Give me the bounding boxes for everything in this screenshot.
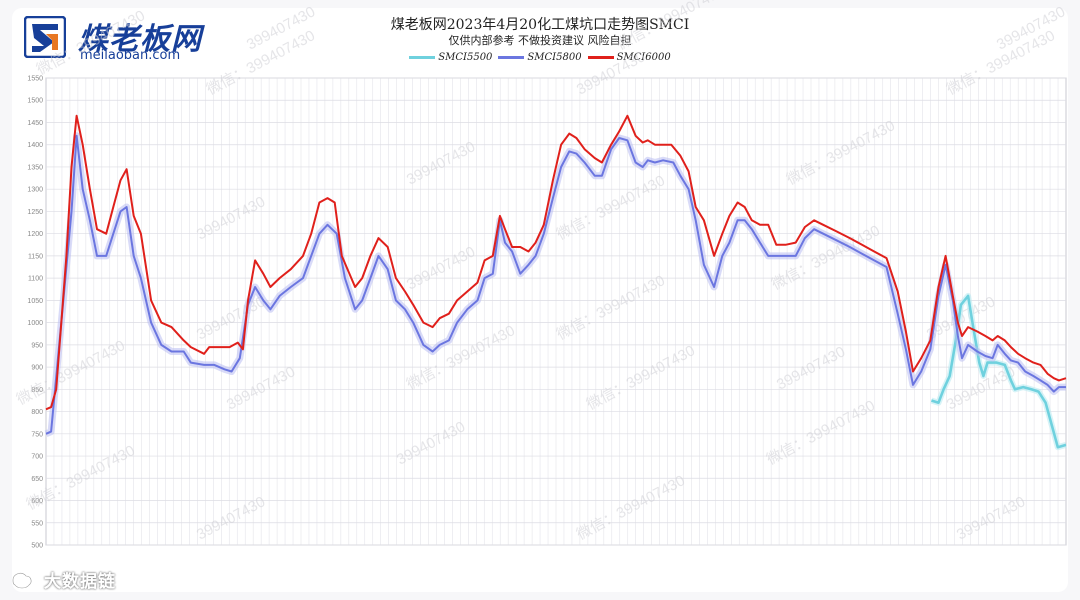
brand-logo[interactable]: 煤老板网 meilaoban.com xyxy=(18,12,238,63)
series-line-smci5800 xyxy=(45,134,1066,435)
footer-brand: 大数据链 xyxy=(10,567,130,595)
watermark-text: 微信：399407430 xyxy=(554,272,668,343)
legend-label-smci5500: SMCI5500 xyxy=(438,52,493,63)
y-tick-label: 1450 xyxy=(27,120,43,127)
watermark-text: 399407430 xyxy=(404,138,478,188)
watermark-text: 399407430 xyxy=(394,418,468,468)
watermark-text: 微信：399407430 xyxy=(554,172,668,243)
y-tick-label: 1400 xyxy=(27,142,43,149)
y-tick-label: 1250 xyxy=(27,209,43,216)
watermark-text: 399407430 xyxy=(194,293,268,343)
watermark-text: 微信：399407430 xyxy=(614,0,728,54)
y-tick-label: 1500 xyxy=(27,98,43,105)
chart-title: 煤老板网2023年4月20化工煤坑口走势图SMCI xyxy=(390,17,690,33)
y-tick-label: 1050 xyxy=(27,298,43,305)
y-tick-label: 950 xyxy=(31,342,43,349)
series-line-smci5500 xyxy=(931,294,1067,449)
series-line-smci6000 xyxy=(45,114,1067,411)
y-tick-label: 1350 xyxy=(27,164,43,171)
logo-mark-icon xyxy=(24,16,66,58)
footer-brand-text: 大数据链 xyxy=(44,572,116,592)
y-tick-label: 1300 xyxy=(27,187,43,194)
y-tick-label: 1000 xyxy=(27,320,43,327)
logo-domain: meilaoban.com xyxy=(80,48,181,63)
y-tick-label: 1100 xyxy=(28,276,43,283)
legend-label-smci5800: SMCI5800 xyxy=(527,52,582,63)
y-tick-label: 1200 xyxy=(27,231,43,238)
y-tick-label: 750 xyxy=(31,431,43,438)
legend-item-smci5800[interactable]: SMCI5800 xyxy=(498,52,582,63)
y-tick-label: 550 xyxy=(31,520,43,527)
footer-brand-icon xyxy=(11,572,33,590)
legend-swatch-smci6000 xyxy=(587,56,614,59)
watermark-text: 微信：399407430 xyxy=(34,7,148,78)
y-tick-label: 700 xyxy=(31,454,43,461)
legend-swatch-smci5800 xyxy=(498,56,525,59)
watermark-text: 微信：399407430 xyxy=(574,472,688,543)
y-tick-label: 1150 xyxy=(28,253,43,260)
y-tick-label: 500 xyxy=(31,543,43,550)
watermark-text: 399407430 xyxy=(404,243,478,293)
legend-swatch-smci5500 xyxy=(409,56,436,59)
legend: SMCI5500 SMCI5800 SMCI6000 xyxy=(0,52,1080,63)
chart-subtitle: 仅供内部参考 不做投资建议 风险自担 xyxy=(448,34,632,47)
y-tick-label: 900 xyxy=(31,365,43,372)
watermark-text: 微信：399407430 xyxy=(764,397,878,468)
y-tick-label: 1550 xyxy=(27,76,43,83)
watermark-text: 微信：399407430 xyxy=(784,117,898,188)
y-tick-label: 650 xyxy=(31,476,43,483)
legend-item-smci6000[interactable]: SMCI6000 xyxy=(587,52,671,63)
logo-name: 煤老板网 xyxy=(78,22,202,57)
y-tick-label: 850 xyxy=(31,387,43,394)
legend-item-smci5500[interactable]: SMCI5500 xyxy=(409,52,492,63)
legend-label-smci6000: SMCI6000 xyxy=(616,52,671,63)
y-tick-label: 800 xyxy=(31,409,43,416)
watermark-text: 399407430 xyxy=(194,193,268,243)
watermark-text: 微信：399407430 xyxy=(584,342,698,413)
y-tick-label: 600 xyxy=(31,498,43,505)
watermark-text: 399407430 xyxy=(574,48,648,98)
